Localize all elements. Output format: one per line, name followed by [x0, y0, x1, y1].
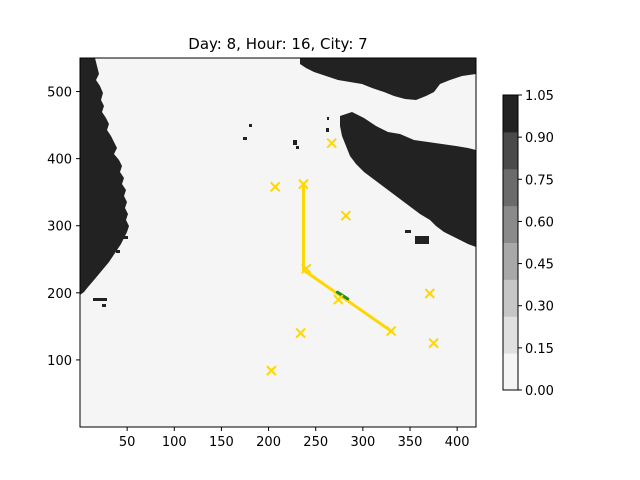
- x-tick-label: 100: [162, 435, 187, 450]
- land-right-peninsula: [340, 112, 476, 247]
- y-tick-label: 100: [47, 354, 72, 369]
- city-marker: [301, 263, 312, 274]
- city-marker: [266, 365, 277, 376]
- city-marker-stroke: [301, 263, 312, 274]
- city-marker-stroke: [298, 178, 309, 190]
- x-tick-label: 350: [398, 435, 423, 450]
- route-line: [301, 184, 392, 333]
- sea-background: [80, 58, 476, 427]
- colorbar-band: [503, 95, 518, 133]
- city-marker: [298, 178, 309, 190]
- colorbar-band: [503, 279, 518, 317]
- colorbar-tick-label: 0.60: [525, 215, 554, 230]
- land-speck: [249, 124, 252, 127]
- land-speck: [102, 304, 106, 307]
- land-speck: [243, 137, 247, 140]
- land-speck: [122, 236, 128, 239]
- city-marker: [326, 137, 337, 149]
- plot-frame: [79, 57, 477, 428]
- colorbar-tick-label: 0.30: [525, 300, 554, 315]
- x-tick-label: 200: [256, 435, 281, 450]
- land-top-right: [300, 58, 476, 100]
- land-left-coast: [80, 58, 129, 295]
- colorbar: 0.00 0.15 0.30 0.45 0.60 0.75 0.90 1.05: [502, 89, 554, 399]
- y-tick-label: 500: [47, 86, 72, 101]
- land-speck: [415, 236, 429, 244]
- city-markers: [266, 137, 439, 376]
- colorbar-tick-label: 0.45: [525, 258, 554, 273]
- city-marker-stroke: [326, 137, 337, 149]
- x-tick-label: 150: [209, 435, 234, 450]
- y-tick-label: 400: [47, 153, 72, 168]
- plot-area: [79, 57, 477, 428]
- land-speck: [327, 117, 329, 120]
- land-speck: [405, 230, 411, 233]
- city-marker: [333, 294, 344, 305]
- colorbar-tick-label: 0.00: [525, 384, 554, 399]
- y-tick-label: 200: [47, 287, 72, 302]
- x-axis: 50 100 150 200 250 300 350 400: [119, 427, 470, 450]
- land-speck: [293, 140, 297, 145]
- city-marker: [340, 210, 352, 221]
- colorbar-tick-label: 0.15: [525, 342, 554, 357]
- city-marker: [385, 325, 397, 337]
- x-tick-label: 300: [350, 435, 375, 450]
- city-marker-stroke: [269, 181, 281, 193]
- colorbar-band: [503, 353, 518, 391]
- chart-title: Day: 8, Hour: 16, City: 7: [188, 35, 367, 53]
- colorbar-tick-label: 0.90: [525, 131, 554, 146]
- y-axis: 100 200 300 400 500: [47, 86, 80, 369]
- land-masses: [80, 58, 476, 307]
- city-marker: [428, 337, 439, 349]
- city-marker: [295, 327, 306, 339]
- city-marker-stroke: [333, 294, 344, 305]
- city-marker: [269, 181, 281, 193]
- colorbar-frame: [502, 94, 519, 391]
- colorbar-tick-label: 0.75: [525, 173, 554, 188]
- colorbar-band: [503, 205, 518, 243]
- city-marker-stroke: [385, 325, 397, 337]
- land-speck: [296, 146, 299, 149]
- land-speck: [93, 298, 107, 301]
- city-marker: [424, 288, 436, 299]
- colorbar-tick-label: 1.05: [525, 89, 554, 104]
- land-speck: [116, 250, 120, 253]
- colorbar-band: [503, 168, 518, 207]
- colorbar-band: [503, 242, 518, 280]
- city-marker-stroke: [266, 365, 277, 376]
- city-marker-stroke: [424, 288, 436, 299]
- y-tick-label: 300: [47, 220, 72, 235]
- x-tick-label: 400: [445, 435, 470, 450]
- colorbar-band: [503, 316, 518, 354]
- city-marker-stroke: [340, 210, 352, 221]
- x-tick-label: 250: [303, 435, 328, 450]
- colorbar-band: [503, 131, 518, 170]
- land-speck: [326, 128, 329, 132]
- city-marker-stroke: [295, 327, 306, 339]
- x-tick-label: 50: [119, 435, 136, 450]
- city-marker-stroke: [428, 337, 439, 349]
